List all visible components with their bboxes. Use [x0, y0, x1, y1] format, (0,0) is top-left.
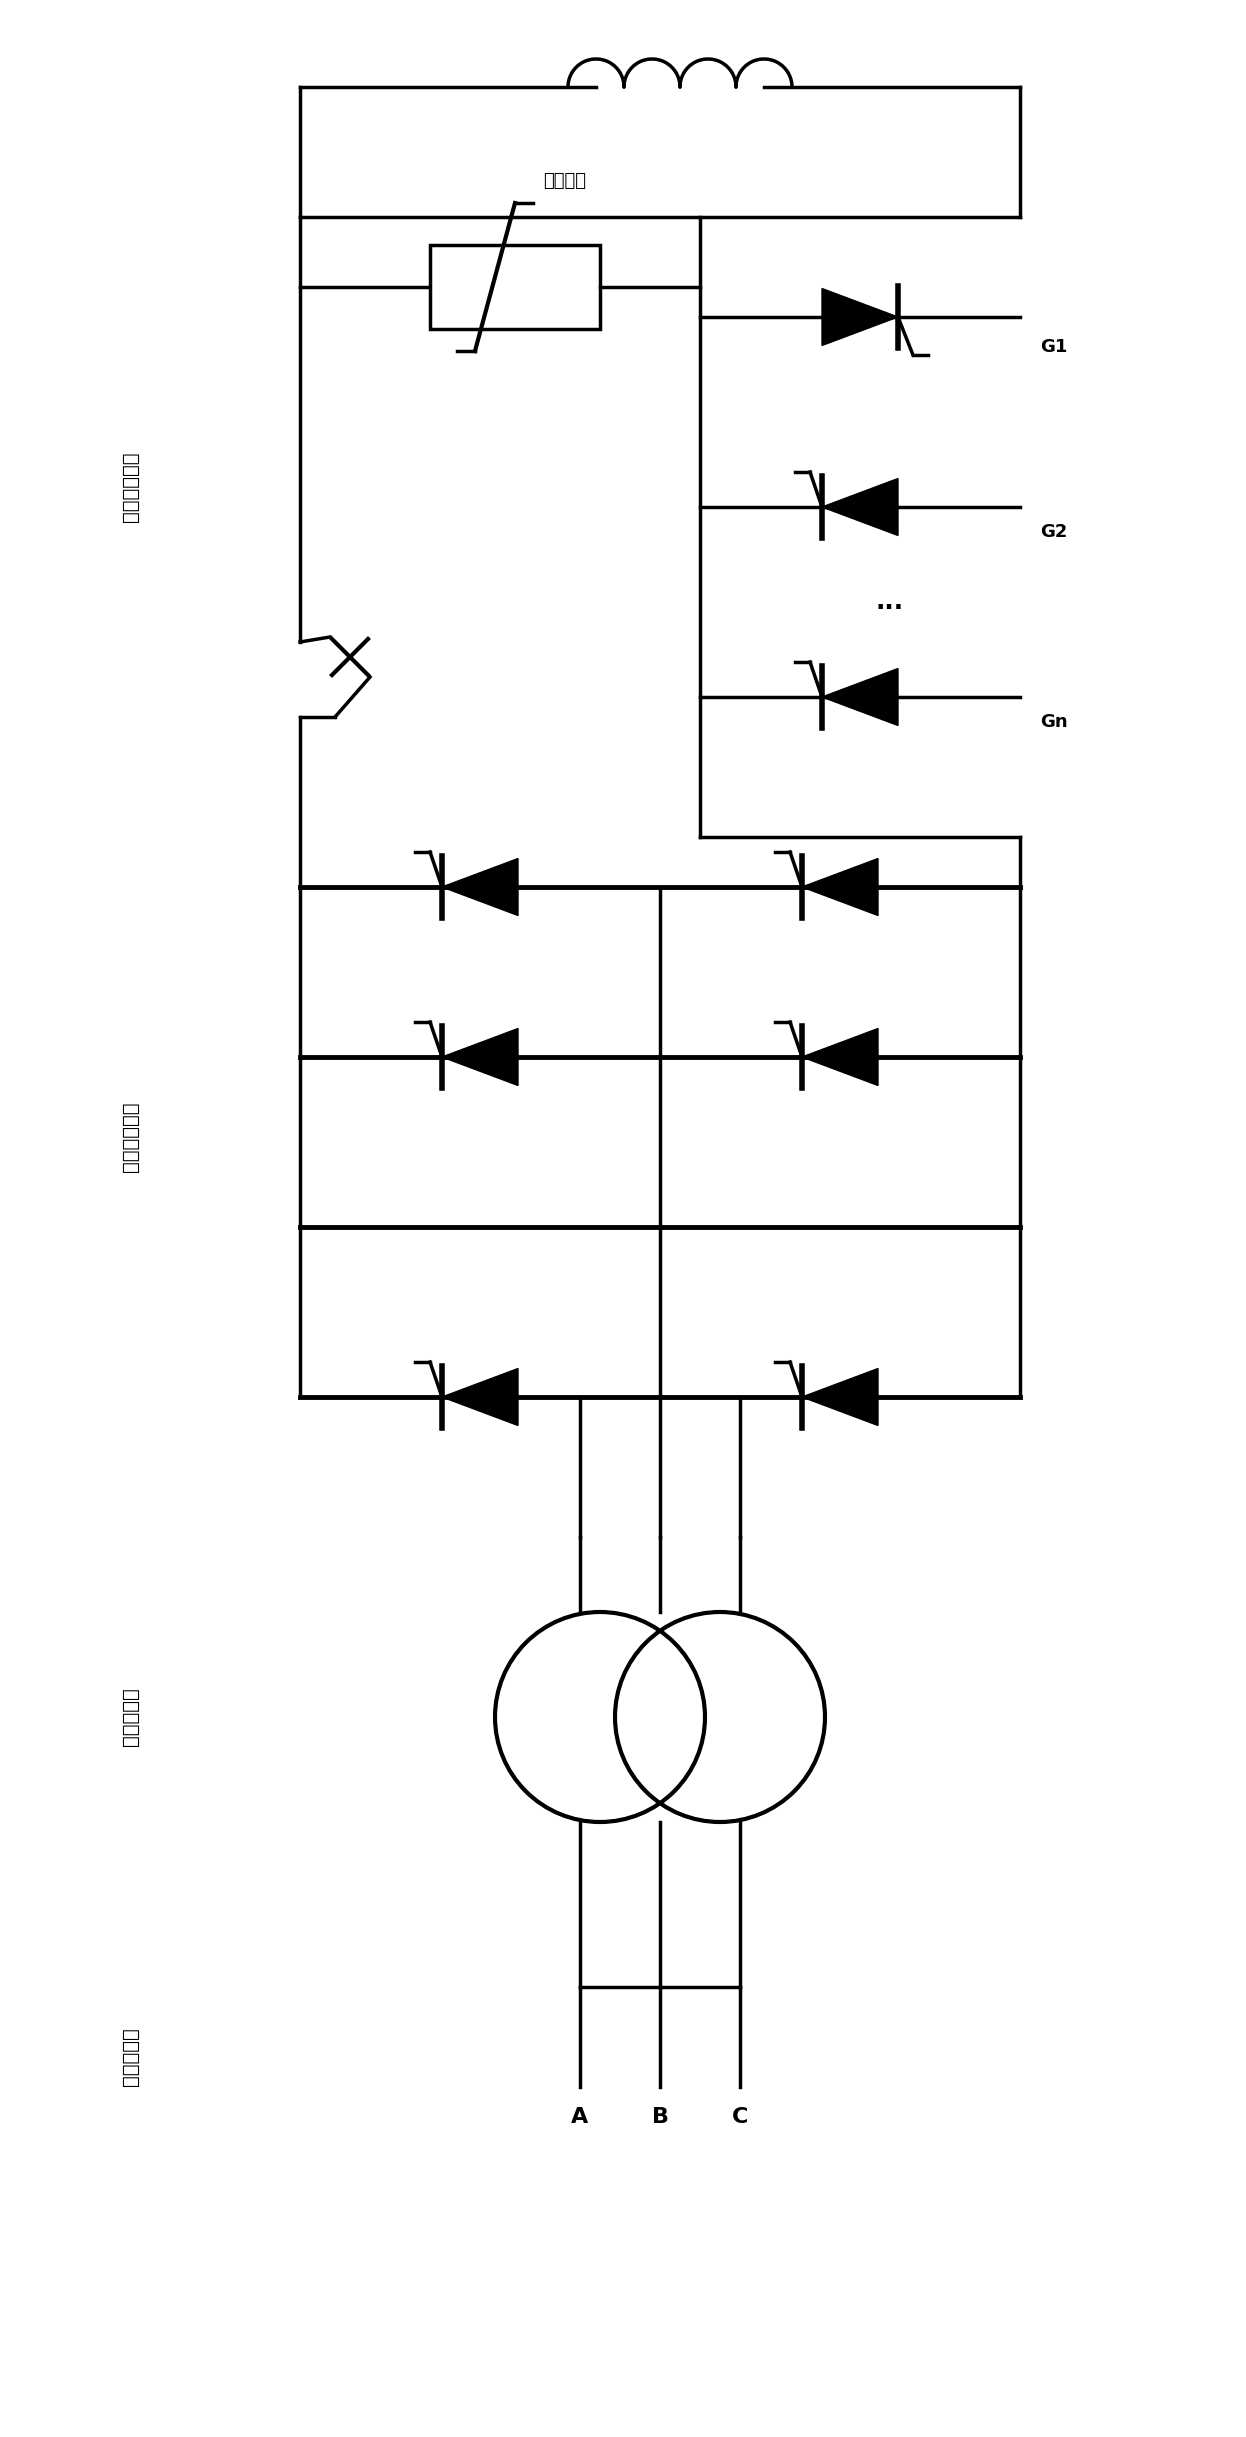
Text: 灭磁电阻: 灭磁电阻 [543, 173, 587, 190]
Polygon shape [442, 1028, 518, 1084]
Text: 可控硅整流桥: 可控硅整流桥 [121, 1102, 140, 1172]
Text: 直流灭磁开关: 直流灭磁开关 [121, 451, 140, 522]
Polygon shape [802, 858, 878, 916]
Text: A: A [572, 2108, 588, 2128]
Text: G1: G1 [1040, 339, 1068, 356]
Text: C: C [731, 2108, 748, 2128]
Polygon shape [822, 478, 898, 536]
Text: B: B [652, 2108, 669, 2128]
Text: 励磁变压器: 励磁变压器 [121, 1689, 140, 1747]
Polygon shape [802, 1370, 878, 1426]
Polygon shape [442, 858, 518, 916]
Bar [430, 246, 601, 329]
Polygon shape [802, 1028, 878, 1084]
Polygon shape [822, 288, 898, 346]
Polygon shape [442, 1370, 518, 1426]
Text: Gn: Gn [1040, 714, 1068, 731]
Text: ...: ... [876, 590, 905, 614]
Text: 发电机机端: 发电机机端 [121, 2028, 140, 2086]
Polygon shape [822, 668, 898, 726]
Text: G2: G2 [1040, 524, 1068, 541]
